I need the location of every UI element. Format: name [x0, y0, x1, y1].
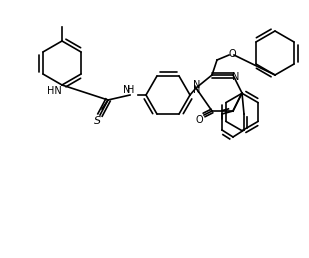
Text: O: O: [195, 115, 203, 125]
Text: N: N: [232, 72, 240, 82]
Text: N: N: [193, 85, 201, 95]
Text: HN: HN: [47, 86, 61, 96]
Text: S: S: [93, 116, 100, 126]
Text: O: O: [228, 49, 236, 59]
Text: N: N: [193, 80, 201, 90]
Text: H: H: [127, 85, 135, 95]
Text: N: N: [123, 85, 131, 95]
